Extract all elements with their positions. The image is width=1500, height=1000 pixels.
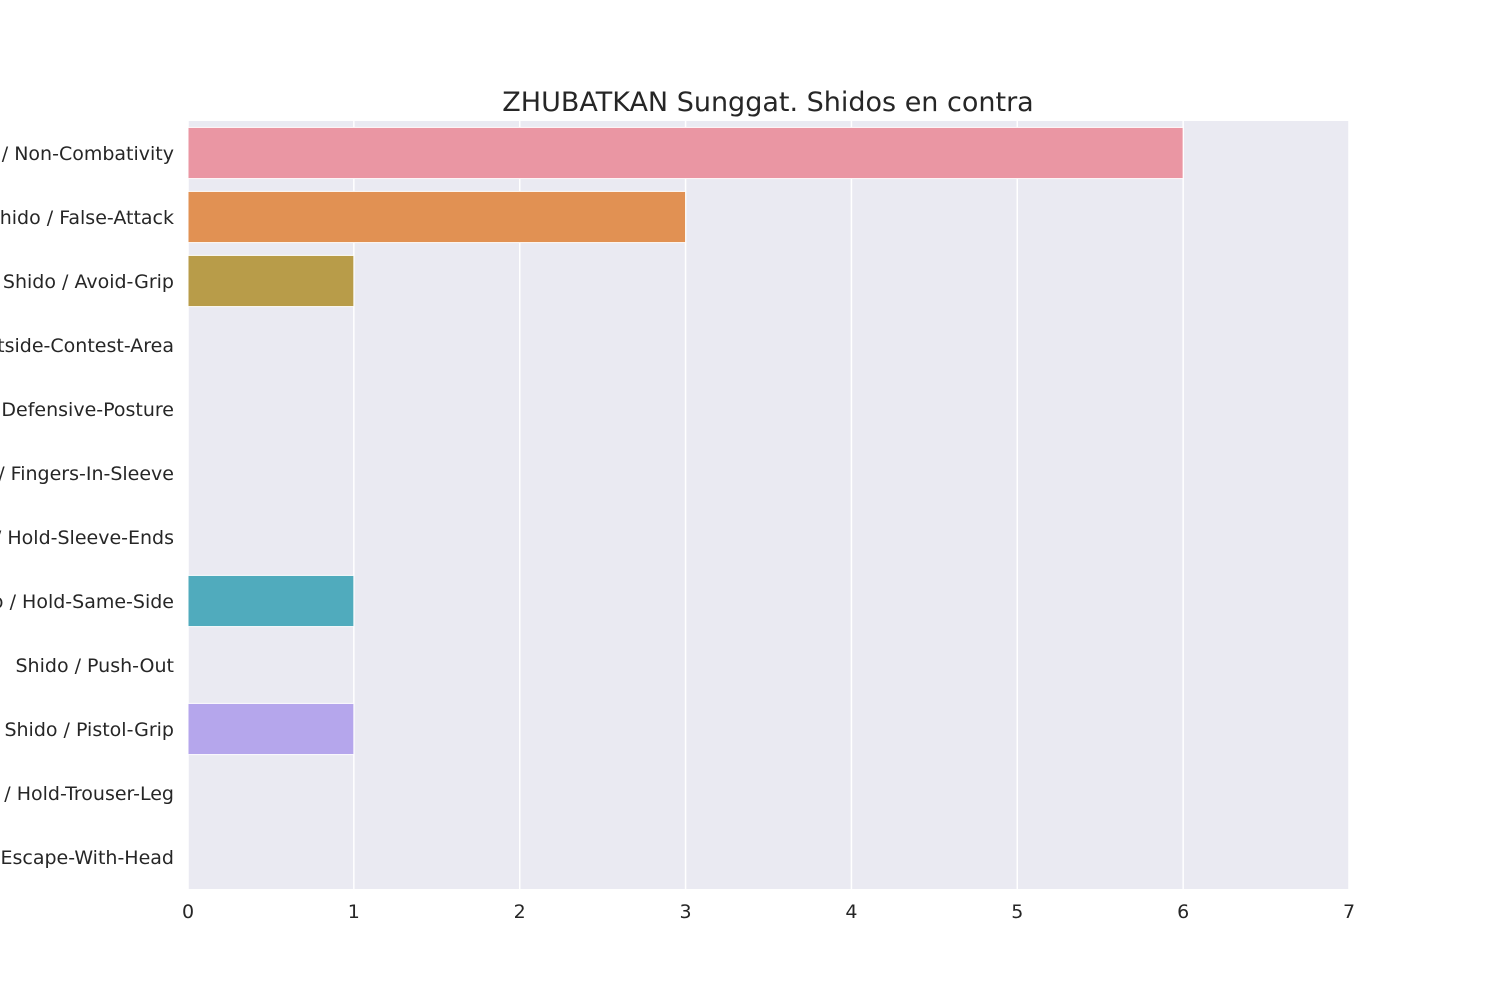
y-tick-label: Shido / Outside-Contest-Area — [0, 335, 174, 357]
bar — [187, 126, 1184, 180]
y-tick-label: Shido / Defensive-Posture — [0, 399, 174, 421]
bar — [187, 190, 687, 244]
x-tick-label: 6 — [1177, 901, 1189, 923]
y-tick-label: Shido / Hold-Trouser-Leg — [0, 783, 174, 805]
y-tick-label: Shido / Pistol-Grip — [4, 719, 174, 741]
y-tick-label: Shido / Avoid-Grip — [3, 271, 174, 293]
x-tick-label: 0 — [182, 901, 194, 923]
y-tick-label: Shido / Non-Combativity — [0, 143, 174, 165]
x-tick-label: 4 — [845, 901, 857, 923]
y-tick-label: Shido / Hold-Sleeve-Ends — [0, 527, 174, 549]
bars — [187, 126, 1184, 756]
y-tick-label: Shido / Hold-Same-Side — [0, 591, 174, 613]
x-tick-label: 3 — [680, 901, 692, 923]
y-tick-label: Shido / Escape-With-Head — [0, 847, 174, 869]
bar — [187, 702, 355, 756]
y-tick-label: Shido / Fingers-In-Sleeve — [0, 463, 174, 485]
x-tick-label: 5 — [1011, 901, 1023, 923]
y-tick-label: Shido / False-Attack — [0, 207, 174, 229]
x-tick-label: 7 — [1343, 901, 1355, 923]
chart-title: ZHUBATKAN Sunggat. Shidos en contra — [502, 87, 1033, 118]
bar — [187, 574, 355, 628]
y-tick-label: Shido / Push-Out — [16, 655, 175, 677]
x-axis-tick-labels: 0 1 2 3 4 5 6 7 — [182, 901, 1355, 923]
grid-lines — [187, 121, 1350, 889]
x-tick-label: 2 — [514, 901, 526, 923]
plot-area — [188, 121, 1349, 889]
y-axis-tick-labels: Shido / Non-Combativity Shido / False-Att… — [0, 143, 174, 869]
x-tick-label: 1 — [348, 901, 360, 923]
bar — [187, 254, 355, 308]
